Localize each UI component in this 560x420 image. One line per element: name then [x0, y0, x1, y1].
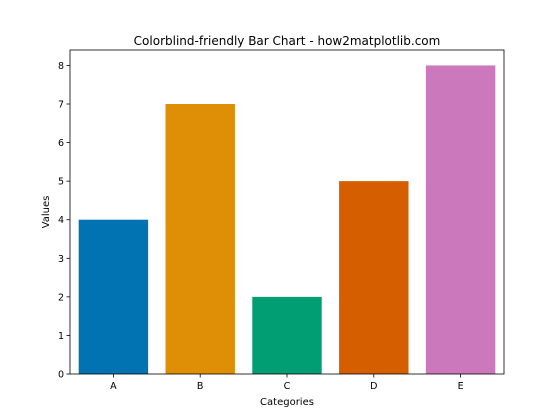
bar-d [339, 181, 409, 374]
y-tick-label: 3 [58, 254, 64, 265]
y-axis-ticks: 0 1 2 3 4 5 6 7 8 [58, 61, 70, 381]
y-tick-label: 2 [58, 292, 64, 303]
y-tick-label: 6 [58, 138, 64, 149]
y-tick-label: 7 [58, 100, 64, 111]
y-tick-label: 8 [58, 61, 64, 72]
y-tick-label: 0 [58, 370, 64, 381]
bar-b [165, 104, 235, 374]
bars-group [78, 65, 496, 375]
x-tick-label: E [458, 381, 464, 392]
x-tick-label: C [284, 381, 291, 392]
x-tick-label: D [370, 381, 377, 392]
y-tick-label: 4 [58, 215, 64, 226]
x-tick-label: B [197, 381, 204, 392]
bar-a [78, 219, 149, 374]
bar-e [425, 65, 496, 375]
plot-frame [69, 49, 505, 375]
y-tick-label: 1 [58, 331, 64, 342]
y-tick-label: 5 [58, 177, 64, 188]
chart-title: Colorblind-friendly Bar Chart - how2matp… [134, 34, 441, 48]
x-axis-ticks: A B C D E [110, 374, 464, 392]
x-tick-label: A [110, 381, 117, 392]
x-axis-label: Categories [260, 397, 314, 408]
y-axis-label: Values [41, 196, 52, 229]
bar-c [252, 296, 322, 374]
